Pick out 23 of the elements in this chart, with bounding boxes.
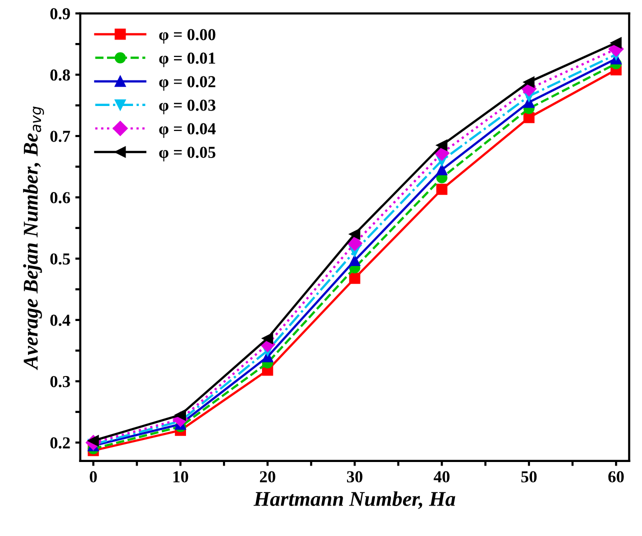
y-axis-title: Average Bejan Number, Be$_{avg}$ [23, 106, 44, 370]
x-tick-label: 60 [608, 471, 624, 482]
x-tick-label: 0 [90, 471, 97, 482]
x-axis-title: Hartmann Number, Ha [254, 491, 456, 510]
legend-label: φ = 0.00 [159, 28, 216, 44]
y-tick-label: 0.3 [50, 376, 70, 388]
legend-label: φ = 0.05 [159, 146, 216, 162]
y-tick-label: 0.2 [50, 437, 70, 449]
y-tick-label: 0.5 [50, 253, 70, 265]
y-tick-label: 0.8 [50, 69, 70, 81]
legend-label: φ = 0.02 [159, 76, 216, 91]
legend-label: φ = 0.04 [159, 123, 216, 138]
legend-label: φ = 0.03 [159, 100, 216, 114]
x-tick-label: 30 [347, 471, 362, 482]
x-tick-label: 10 [173, 471, 188, 482]
y-tick-label: 0.7 [50, 130, 70, 142]
x-tick-label: 40 [434, 471, 450, 482]
x-tick-label: 50 [521, 471, 537, 482]
y-tick-label: 0.6 [50, 192, 70, 204]
y-tick-label: 0.9 [50, 8, 70, 20]
legend-label: φ = 0.01 [159, 52, 216, 68]
y-tick-label: 0.4 [50, 314, 70, 326]
x-tick-label: 20 [260, 471, 276, 482]
